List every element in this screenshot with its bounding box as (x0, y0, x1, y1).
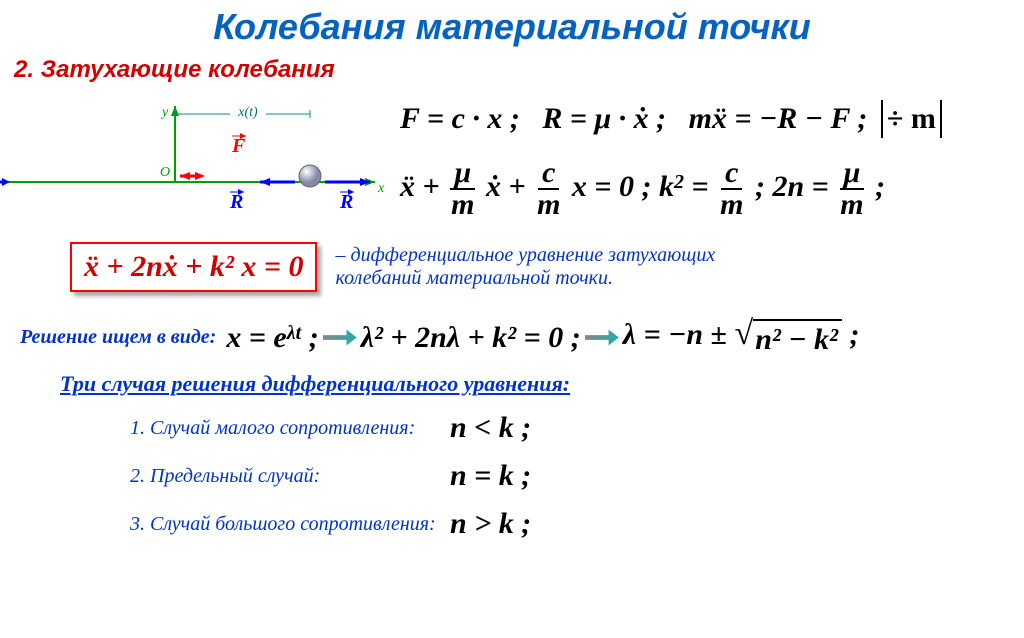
eq3-p1sup: λt (287, 322, 301, 344)
case-row: 3. Случай большого сопротивления: n > k … (0, 507, 1024, 541)
trial-solution: x = eλt ; (226, 321, 318, 355)
case-label-2: 2. Предельный случай: (130, 465, 450, 488)
y-axis-label: y (160, 105, 169, 120)
eq2-f4n: μ (840, 158, 865, 190)
solution-label: Решение ищем в виде: (20, 326, 216, 349)
eq2-f1n: μ (450, 158, 475, 190)
eq2-f1d: m (447, 190, 478, 220)
eq1-part3: mẍ = −R − F ; (689, 102, 868, 135)
case-row: 2. Предельный случай: n = k ; (0, 459, 1024, 493)
eq3-p1: x = e (226, 321, 286, 354)
eq2-mid2: x = 0 ; k (572, 170, 674, 203)
arrow-icon (585, 330, 619, 346)
R-label-left: R (229, 191, 243, 213)
eq3-p3a: λ = −n ± (623, 318, 735, 351)
x-axis-label: x (377, 181, 385, 196)
differential-equation-box: ẍ + 2nẋ + k² x = 0 (70, 242, 317, 292)
xt-label: x(t) (237, 105, 258, 120)
eq2-f3n: c (721, 158, 742, 190)
boxed-comment: – дифференциальное уравнение затухающих … (335, 244, 715, 290)
case-relation-1: n < k ; (450, 411, 531, 445)
lambda-solution: λ = −n ± √n² − k² ; (623, 318, 860, 357)
eq2-sq: 2 (674, 171, 684, 193)
boxed-comment-l2: колебаний материальной точки. (335, 267, 715, 290)
case-relation-2: n = k ; (450, 459, 531, 493)
boxed-comment-l1: – дифференциальное уравнение затухающих (335, 244, 715, 267)
case-label-3: 3. Случай большого сопротивления: (130, 513, 450, 536)
eq3-p3end: ; (850, 318, 860, 351)
origin-label: O (160, 165, 170, 180)
equation-line-1: F = c · x ; R = μ · ẋ ; mẍ = −R − F ; ÷ … (400, 100, 1024, 138)
arrow-icon (323, 330, 357, 346)
case-relation-3: n > k ; (450, 507, 531, 541)
eq3-p1end: ; (301, 321, 319, 354)
R-label-right: R (339, 191, 353, 213)
eq2-end: ; (875, 170, 885, 203)
equation-line-2: ẍ + μm ẋ + cm x = 0 ; k2 = cm ; 2n = μm … (400, 158, 1024, 220)
characteristic-equation: λ² + 2nλ + k² = 0 ; (361, 321, 581, 355)
page-title: Колебания материальной точки (0, 0, 1024, 48)
eq2-eqmid: = (692, 170, 717, 203)
eq1-divm: ÷ m (881, 100, 942, 138)
eq2-f2d: m (533, 190, 564, 220)
eq3-sqrt: n² − k² (753, 319, 842, 357)
spring-mass-diagram: y x O x(t) F R R (0, 96, 400, 236)
eq2-f2n: c (538, 158, 559, 190)
case-row: 1. Случай малого сопротивления: n < k ; (0, 411, 1024, 445)
eq1-part1: F = c · x ; (400, 102, 520, 135)
F-label: F (231, 135, 246, 157)
case-label-1: 1. Случай малого сопротивления: (130, 417, 450, 440)
eq2-mid1: ẋ + (486, 170, 533, 203)
boxed-equation: ẍ + 2nẋ + k² x = 0 (84, 250, 303, 283)
eq2-f4d: m (836, 190, 867, 220)
eq1-part2: R = μ · ẋ ; (542, 102, 666, 135)
eq2-f3d: m (716, 190, 747, 220)
eq2-xdd: ẍ + (400, 170, 447, 203)
cases-header: Три случая решения дифференциального ура… (0, 371, 1024, 397)
section-subtitle: 2. Затухающие колебания (0, 48, 1024, 96)
eq2-mid3: ; 2n = (755, 170, 836, 203)
